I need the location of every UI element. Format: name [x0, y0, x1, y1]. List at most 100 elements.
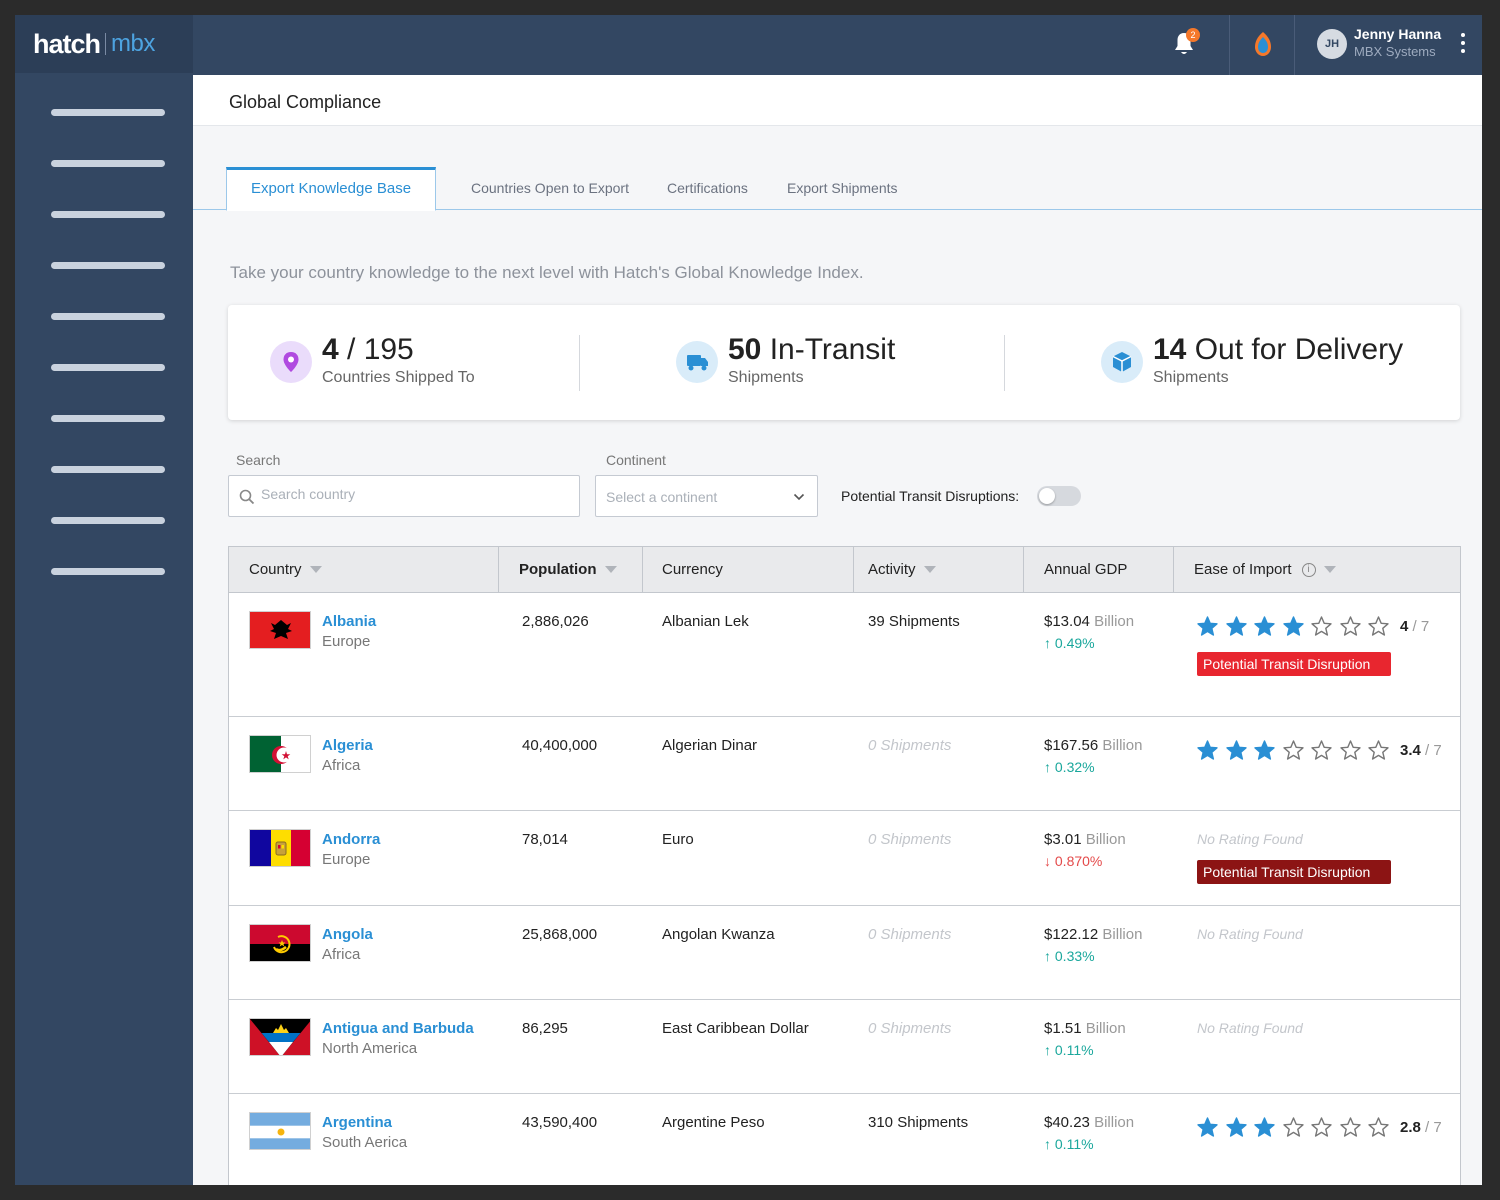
country-link[interactable]: Albania — [322, 613, 377, 630]
brand-logo[interactable]: hatch mbx — [15, 15, 193, 73]
sidebar-item-2[interactable] — [51, 160, 165, 167]
avatar[interactable]: JH — [1317, 29, 1347, 59]
currency-value: Argentine Peso — [662, 1114, 765, 1131]
transit-disruption-badge: Potential Transit Disruption — [1197, 652, 1391, 676]
sidebar-item-8[interactable] — [51, 466, 165, 473]
albania-flag-icon — [249, 611, 311, 649]
gdp-value: $40.23 Billion — [1044, 1114, 1135, 1131]
intro-text: Take your country knowledge to the next … — [230, 263, 864, 282]
column-header-population[interactable]: Population — [519, 547, 617, 593]
sort-caret-icon[interactable] — [604, 566, 617, 573]
app-switcher-button[interactable] — [1253, 31, 1273, 57]
activity-value: 0 Shipments — [868, 926, 952, 943]
app-window: hatch mbx 2 — [15, 15, 1482, 1185]
rating-stars — [1197, 1117, 1397, 1138]
transit-disruptions-toggle[interactable] — [1037, 486, 1081, 506]
sidebar-item-9[interactable] — [51, 517, 165, 524]
stat-delivery-title: Out for Delivery — [1186, 333, 1404, 366]
tab-export-shipments[interactable]: Export Shipments — [787, 180, 898, 196]
column-header-ease-of-import[interactable]: Ease of Import i — [1194, 547, 1336, 593]
table-row: Angola Africa 25,868,000 Angolan Kwanza … — [229, 906, 1460, 1000]
sidebar-item-4[interactable] — [51, 262, 165, 269]
population-value: 43,590,400 — [522, 1114, 598, 1131]
rating-stars — [1197, 740, 1397, 761]
country-link[interactable]: Argentina — [322, 1114, 393, 1131]
sidebar-item-6[interactable] — [51, 364, 165, 371]
activity-value: 0 Shipments — [868, 831, 952, 848]
star-filled-icon — [1197, 740, 1218, 760]
argentina-flag-icon — [249, 1112, 311, 1150]
stat-in-transit-value: 50 — [728, 333, 762, 366]
column-header-activity[interactable]: Activity — [868, 547, 936, 593]
transit-disruption-badge: Potential Transit Disruption — [1197, 860, 1391, 884]
stat-divider — [1004, 335, 1005, 391]
sidebar-item-5[interactable] — [51, 313, 165, 320]
star-filled-icon — [1197, 1117, 1218, 1137]
page-title: Global Compliance — [229, 92, 382, 112]
currency-value: Euro — [662, 831, 694, 848]
country-link[interactable]: Antigua and Barbuda — [322, 1020, 474, 1037]
notifications-button[interactable]: 2 — [1173, 28, 1200, 59]
search-field[interactable] — [228, 475, 580, 517]
star-empty-icon — [1311, 740, 1332, 760]
country-continent: Africa — [322, 757, 361, 774]
country-continent: South Aerica — [322, 1134, 408, 1151]
sort-caret-icon[interactable] — [309, 566, 322, 573]
continent-select[interactable]: Select a continent — [595, 475, 818, 517]
activity-value: 310 Shipments — [868, 1114, 969, 1131]
star-empty-icon — [1339, 616, 1361, 636]
sort-caret-icon[interactable] — [1323, 566, 1336, 573]
star-filled-icon — [1225, 1117, 1247, 1137]
gdp-change: ↑ 0.32% — [1044, 759, 1095, 775]
stat-countries-total: / 195 — [338, 333, 414, 366]
currency-value: Albanian Lek — [662, 613, 749, 630]
info-icon[interactable]: i — [1301, 563, 1316, 577]
stat-divider — [579, 335, 580, 391]
country-link[interactable]: Algeria — [322, 737, 373, 754]
sidebar-item-7[interactable] — [51, 415, 165, 422]
table-row: Andorra Europe 78,014 Euro 0 Shipments $… — [229, 811, 1460, 906]
chevron-down-icon — [793, 493, 805, 501]
sidebar-item-1[interactable] — [51, 109, 165, 116]
sort-caret-icon[interactable] — [923, 566, 936, 573]
gdp-value: $3.01 Billion — [1044, 831, 1126, 848]
star-empty-icon — [1368, 1117, 1389, 1137]
sidebar-item-10[interactable] — [51, 568, 165, 575]
country-link[interactable]: Angola — [322, 926, 373, 943]
tab-export-knowledge-base[interactable]: Export Knowledge Base — [226, 167, 436, 211]
population-value: 86,295 — [522, 1020, 568, 1037]
continent-label: Continent — [606, 452, 666, 468]
sidebar-nav — [15, 73, 193, 575]
tab-countries-open-to-export[interactable]: Countries Open to Export — [471, 180, 629, 196]
population-value: 2,886,026 — [522, 613, 589, 630]
user-name: Jenny Hanna — [1354, 26, 1442, 42]
notification-count-badge: 2 — [1186, 28, 1200, 42]
user-info[interactable]: Jenny Hanna MBX Systems — [1354, 26, 1441, 59]
table-row: Antigua and Barbuda North America 86,295… — [229, 1000, 1460, 1094]
column-header-country[interactable]: Country — [249, 547, 322, 593]
tab-certifications[interactable]: Certifications — [667, 180, 748, 196]
country-table: Country Population Currency Activity Ann… — [228, 546, 1461, 1185]
more-menu-icon[interactable] — [1458, 33, 1468, 57]
star-empty-icon — [1368, 616, 1389, 636]
star-filled-icon — [1254, 740, 1275, 760]
arrow-down-icon: ↓ — [1044, 853, 1051, 869]
currency-value: Algerian Dinar — [662, 737, 758, 754]
column-header-currency[interactable]: Currency — [662, 561, 723, 578]
country-link[interactable]: Andorra — [322, 831, 381, 848]
arrow-up-icon: ↑ — [1044, 635, 1051, 651]
column-header-annual-gdp[interactable]: Annual GDP — [1044, 561, 1128, 578]
logo-text: hatch — [33, 28, 101, 59]
sidebar-item-3[interactable] — [51, 211, 165, 218]
search-input[interactable] — [261, 486, 561, 502]
topbar-divider — [1229, 15, 1230, 75]
table-row: Albania Europe 2,886,026 Albanian Lek 39… — [229, 593, 1460, 717]
arrow-up-icon: ↑ — [1044, 759, 1051, 775]
star-empty-icon — [1311, 1117, 1332, 1137]
star-filled-icon — [1225, 616, 1247, 636]
gdp-change: ↑ 0.33% — [1044, 948, 1095, 964]
gdp-change: ↑ 0.49% — [1044, 635, 1095, 651]
page-header: Global Compliance — [193, 75, 1482, 126]
rating-stars — [1197, 616, 1397, 637]
box-icon — [1101, 341, 1143, 383]
